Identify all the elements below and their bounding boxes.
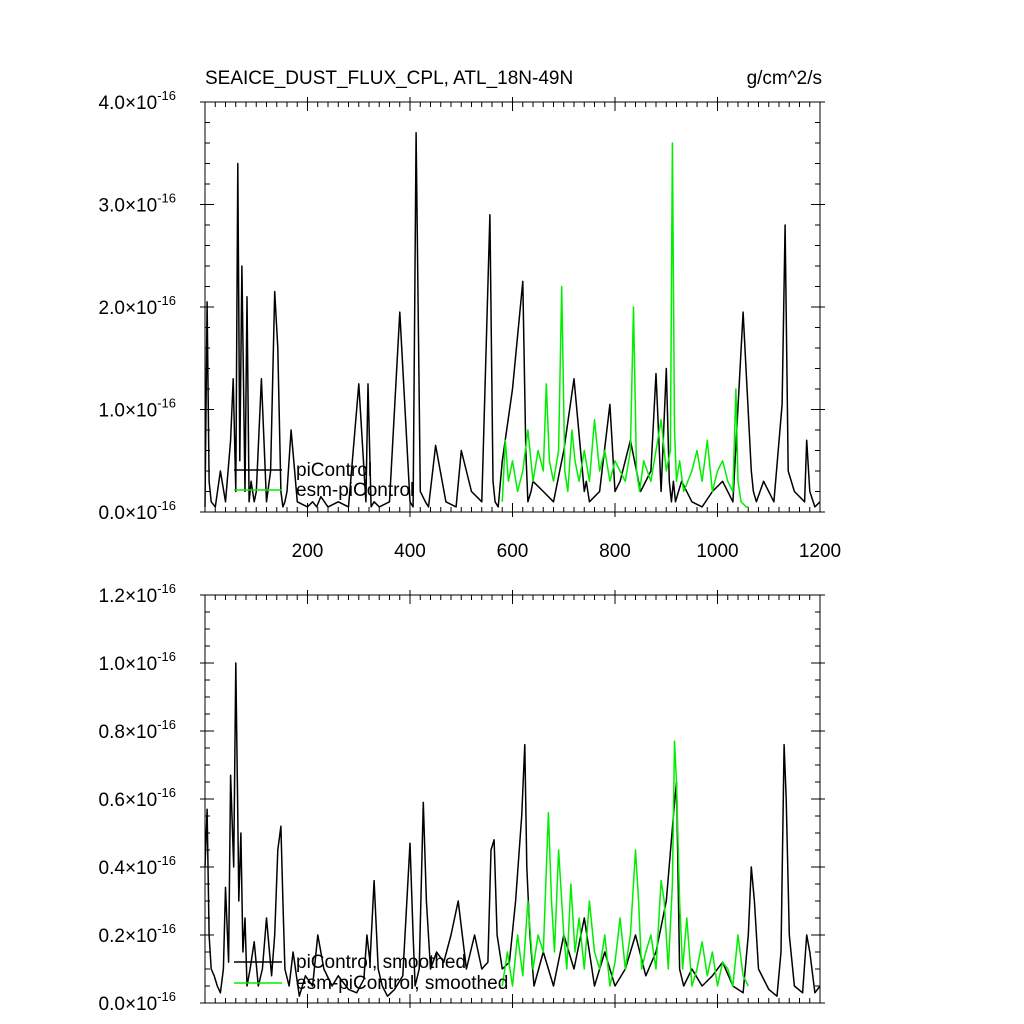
x-tick-label: 1000	[696, 541, 738, 562]
x-tick-label: 400	[394, 541, 426, 562]
series-line	[501, 142, 749, 508]
plot-frame	[204, 101, 821, 513]
series-line	[501, 740, 749, 987]
legend-label: esm-piControl	[296, 480, 414, 501]
y-tick-label: 1.2×10-16	[99, 581, 176, 607]
bottom-panel: 0.0×10-16 0.2×10-16 0.4×10-16 0.6×10-16 0.8×…	[99, 581, 825, 1015]
x-tick-label: 800	[599, 541, 631, 562]
y-tick-label: 0.2×10-16	[99, 921, 176, 947]
figure-units: g/cm^2/s	[747, 68, 822, 89]
y-tick-label: 1.0×10-16	[99, 396, 176, 422]
y-tick-label: 0.4×10-16	[99, 853, 176, 879]
y-tick-label: 0.0×10-16	[99, 498, 176, 524]
x-tick-label: 200	[292, 541, 324, 562]
series-line	[204, 662, 821, 997]
y-tick-label: 2.0×10-16	[99, 293, 176, 319]
series-line	[204, 132, 821, 508]
plot-frame	[204, 594, 821, 1004]
legend-label: piControl	[296, 460, 372, 481]
figure-title: SEAICE_DUST_FLUX_CPL, ATL_18N-49N	[205, 68, 573, 89]
y-tick-label: 0.8×10-16	[99, 717, 176, 743]
y-tick-label: 0.0×10-16	[99, 989, 176, 1015]
y-tick-label: 1.0×10-16	[99, 649, 176, 675]
x-tick-label: 600	[497, 541, 529, 562]
x-tick-label: 1200	[799, 541, 841, 562]
legend-label: esm-piControl, smoothed	[296, 973, 508, 994]
y-tick-label: 3.0×10-16	[99, 191, 176, 217]
top-panel: 200 400 600 800 1000 1200 0.0×10-16 1.0×10-16 2.…	[99, 88, 842, 562]
y-tick-label: 4.0×10-16	[99, 88, 176, 114]
legend-label: piControl, smoothed	[296, 952, 466, 973]
y-tick-label: 0.6×10-16	[99, 785, 176, 811]
